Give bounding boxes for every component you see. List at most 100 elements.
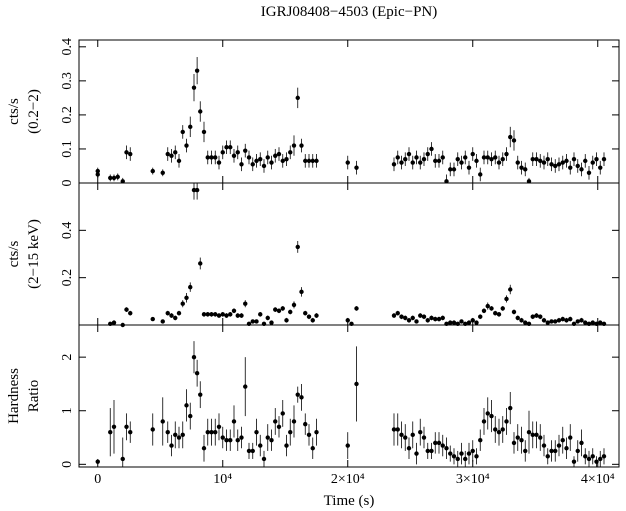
y-tick-label: 0.2: [60, 269, 75, 287]
y-axis-label-line2: (0.2−2): [26, 89, 42, 134]
data-point: [120, 179, 125, 184]
data-point: [95, 459, 100, 464]
data-point: [541, 160, 547, 165]
data-point: [470, 151, 475, 157]
data-point: [575, 163, 580, 169]
data-point: [265, 315, 270, 321]
data-point: [406, 446, 412, 451]
data-point: [194, 371, 200, 376]
data-point: [235, 150, 240, 155]
data-point: [470, 318, 475, 323]
data-point: [246, 155, 252, 160]
data-point: [466, 320, 472, 325]
data-point: [108, 429, 113, 435]
data-point: [124, 150, 129, 155]
data-point: [485, 411, 490, 416]
data-point: [545, 454, 550, 459]
data-point: [150, 168, 155, 174]
data-point: [406, 318, 412, 323]
data-point: [421, 314, 427, 319]
data-point: [295, 244, 300, 250]
data-point: [519, 318, 524, 323]
data-point: [466, 451, 472, 456]
data-point: [310, 318, 315, 323]
data-point: [180, 301, 185, 306]
data-point: [391, 313, 397, 318]
data-point: [545, 320, 550, 325]
data-point: [216, 424, 222, 430]
data-point: [269, 438, 274, 443]
data-point: [564, 318, 569, 323]
data-point: [474, 158, 479, 164]
data-point: [209, 155, 214, 160]
data-point: [403, 435, 408, 440]
data-point: [583, 320, 588, 325]
data-point: [180, 129, 185, 135]
data-point: [354, 306, 359, 311]
data-point: [541, 443, 547, 448]
data-point: [150, 427, 155, 432]
data-point: [209, 312, 214, 317]
data-point: [173, 315, 178, 321]
data-point: [556, 443, 562, 448]
data-point: [216, 160, 222, 165]
data-point: [425, 318, 430, 323]
data-point: [265, 155, 270, 160]
data-point: [261, 163, 267, 169]
data-point: [429, 448, 434, 454]
data-point: [173, 150, 178, 155]
data-point: [399, 314, 404, 319]
data-point: [598, 456, 603, 462]
data-point: [165, 429, 170, 435]
data-point: [579, 167, 584, 172]
data-point: [288, 429, 293, 435]
data-point: [433, 158, 438, 164]
data-point: [478, 438, 483, 443]
y-tick-label: 0.3: [60, 72, 75, 90]
data-point: [160, 419, 165, 424]
data-point: [198, 109, 203, 114]
data-point: [418, 313, 423, 318]
data-point: [526, 429, 532, 435]
data-point: [496, 160, 502, 165]
data-point: [508, 287, 513, 292]
data-point: [549, 162, 554, 167]
data-point: [391, 427, 397, 432]
data-point: [250, 448, 255, 454]
data-point: [176, 435, 182, 440]
data-point: [276, 151, 282, 157]
data-point: [276, 308, 282, 313]
data-point: [354, 165, 359, 170]
data-point: [575, 319, 580, 324]
data-point: [553, 319, 558, 324]
x-tick-label: 4×10⁴: [581, 472, 615, 487]
data-point: [455, 456, 460, 462]
data-point: [590, 454, 595, 459]
data-point: [258, 312, 263, 317]
data-point: [124, 424, 129, 430]
data-point: [429, 315, 434, 321]
data-point: [433, 440, 438, 446]
data-point: [511, 138, 517, 143]
data-point: [291, 143, 297, 148]
data-point: [303, 421, 308, 427]
data-point: [433, 316, 438, 322]
data-point: [231, 153, 237, 158]
y-tick-label: 2: [60, 354, 75, 361]
data-point: [571, 156, 577, 162]
data-point: [500, 156, 505, 162]
data-point: [414, 319, 419, 324]
data-point: [395, 310, 400, 316]
data-point: [246, 448, 252, 454]
data-point: [191, 354, 197, 360]
data-point: [523, 167, 528, 172]
data-point: [481, 419, 487, 424]
data-point: [459, 451, 464, 456]
data-point: [583, 158, 588, 164]
data-point: [530, 314, 535, 319]
data-point: [485, 155, 490, 160]
data-point: [95, 172, 100, 177]
data-point: [568, 435, 573, 440]
data-point: [184, 403, 189, 408]
